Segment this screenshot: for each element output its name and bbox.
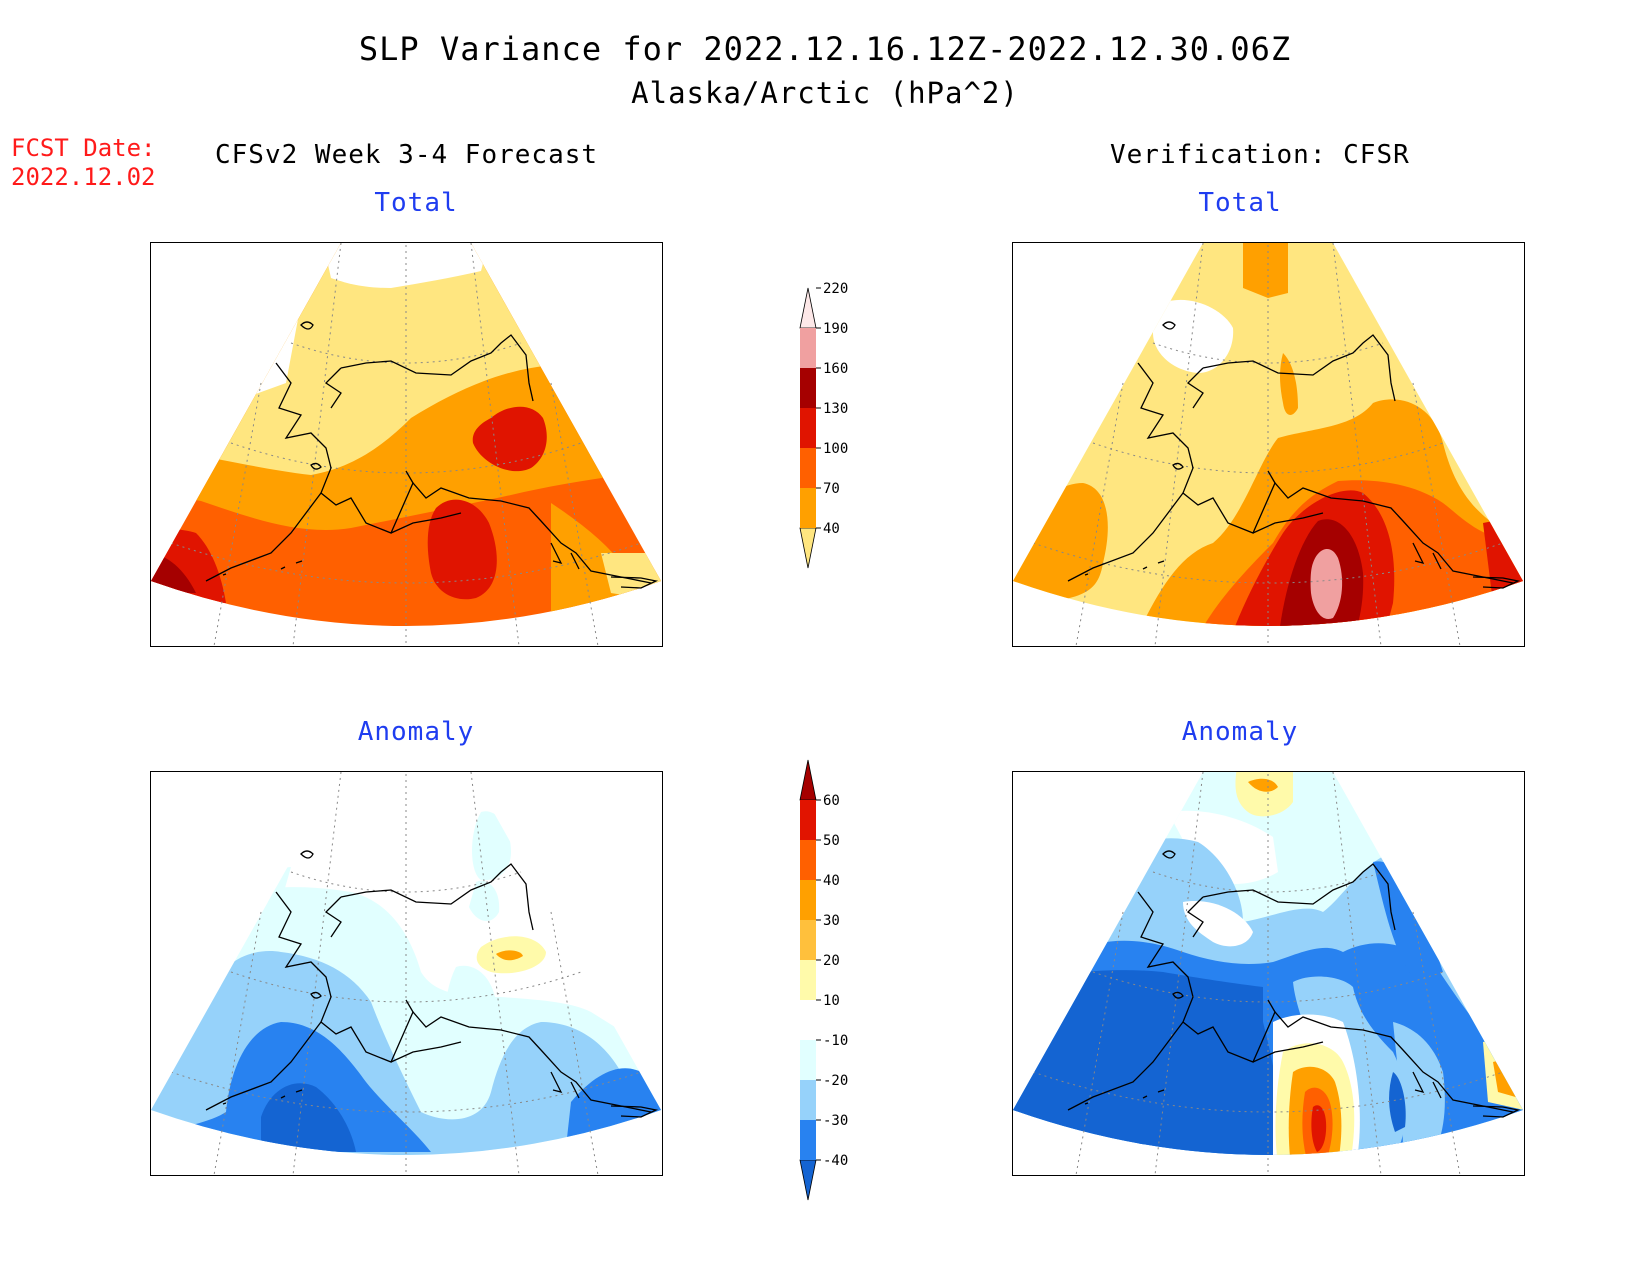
vf-anom-contour-16	[1311, 1105, 1327, 1152]
total-cbar-label-0: 40	[823, 521, 840, 537]
forecast-total-subtitle: Total	[374, 188, 458, 218]
anom-cbar-bin-1	[800, 1120, 816, 1160]
verification-total-map	[1012, 242, 1525, 647]
anom-cbar-bin-9	[800, 800, 816, 840]
verification-anomaly-map	[1012, 771, 1525, 1176]
vf-total-contour-10	[1310, 548, 1343, 619]
vf-anom-contour-7	[1373, 861, 1443, 977]
forecast-anomaly-svg	[151, 772, 661, 1174]
vf-anom-contour-3	[1168, 810, 1278, 884]
total-cbar-label-5: 190	[823, 321, 848, 337]
verification-anomaly-subtitle: Anomaly	[1181, 717, 1299, 747]
fc-anom-coastline	[205, 850, 659, 1118]
anom-cbar-low-arrow	[799, 1159, 817, 1201]
anom-cbar-label-8: 50	[823, 833, 840, 849]
chart-subtitle: Alaska/Arctic (hPa^2)	[631, 76, 1019, 110]
total-cbar-bin-5	[800, 328, 816, 368]
fc-anom-contour-6	[443, 965, 499, 1103]
forecast-total-svg	[151, 243, 661, 645]
anom-cbar-bin-4	[800, 1000, 816, 1040]
vf-total-contour-3	[1280, 353, 1298, 415]
anom-cbar-label-5: 20	[823, 953, 840, 969]
total-cbar-bin-4	[800, 368, 816, 408]
total-cbar-bin-3	[800, 408, 816, 448]
anom-cbar-bin-2	[800, 1080, 816, 1120]
vf-total-contour-4	[1013, 483, 1108, 603]
anom-cbar-bin-6	[800, 920, 816, 960]
total-cbar-label-6: 220	[823, 281, 848, 297]
total-cbar-high-arrow	[799, 287, 817, 329]
verification-anomaly-svg	[1013, 772, 1523, 1174]
vf-total-contour-8	[1483, 513, 1523, 623]
forecast-date-label: FCST Date:	[11, 134, 156, 162]
vf-anom-contour-5	[1183, 901, 1253, 947]
fc-anom-contour-1	[472, 811, 511, 881]
verification-total-svg	[1013, 243, 1523, 645]
vf-anom-contour-10	[1013, 970, 1283, 1155]
total-cbar-bin-1	[800, 488, 816, 528]
fc-total-coastline	[205, 321, 659, 589]
anom-cbar-label-7: 40	[823, 873, 840, 889]
anom-cbar-label-4: 10	[823, 993, 840, 1009]
anomaly-colorbar: -40 -30 -20 -10 10 20 30 40 50 60	[799, 759, 848, 1201]
vf-anom-contour-9	[1393, 1022, 1445, 1155]
vf-anom-coastline	[1067, 850, 1521, 1118]
total-cbar-label-1: 70	[823, 481, 840, 497]
forecast-column-title: CFSv2 Week 3-4 Forecast	[215, 140, 599, 170]
vf-anom-contour-17	[1483, 1032, 1523, 1112]
vf-total-contour-1	[1243, 243, 1288, 298]
total-cbar-bin-2	[800, 448, 816, 488]
fc-anom-contour-11	[496, 950, 523, 961]
forecast-anomaly-subtitle: Anomaly	[357, 717, 475, 747]
forecast-anomaly-map	[150, 771, 663, 1176]
anom-cbar-bin-5	[800, 960, 816, 1000]
total-cbar-label-3: 130	[823, 401, 848, 417]
forecast-total-map	[150, 242, 663, 647]
anom-cbar-bin-8	[800, 840, 816, 880]
vf-total-contour-2	[1153, 299, 1234, 373]
anom-cbar-label-0: -40	[823, 1153, 848, 1169]
total-cbar-label-2: 100	[823, 441, 848, 457]
vf-total-coastline	[1067, 321, 1521, 589]
anom-cbar-label-1: -30	[823, 1113, 848, 1129]
vf-anom-contour-11	[1389, 1072, 1406, 1132]
fc-total-contour-8	[427, 499, 497, 600]
anom-cbar-label-3: -10	[823, 1033, 848, 1049]
fc-anom-contour-4	[231, 867, 291, 902]
fc-total-contour-7	[472, 406, 547, 472]
vf-anom-contour-2	[1248, 778, 1278, 792]
verification-total-subtitle: Total	[1198, 188, 1282, 218]
total-cbar-label-4: 160	[823, 361, 848, 377]
fc-total-contour-3	[321, 243, 491, 288]
chart-title: SLP Variance for 2022.12.16.12Z-2022.12.…	[358, 30, 1292, 68]
total-cbar-low-arrow	[799, 527, 817, 569]
verification-column-title: Verification: CFSR	[1110, 140, 1410, 170]
anom-cbar-bin-3	[800, 1040, 816, 1080]
forecast-date-value: 2022.12.02	[11, 163, 156, 191]
anom-cbar-high-arrow	[799, 759, 817, 801]
anom-cbar-label-9: 60	[823, 793, 840, 809]
fc-anom-contour-9	[261, 1083, 356, 1152]
anom-cbar-bin-7	[800, 880, 816, 920]
anom-cbar-label-2: -20	[823, 1073, 848, 1089]
anom-cbar-label-6: 30	[823, 913, 840, 929]
fc-anom-contour-2	[469, 880, 500, 922]
total-colorbar: 40 70 100 130 160 190 220	[799, 281, 848, 569]
